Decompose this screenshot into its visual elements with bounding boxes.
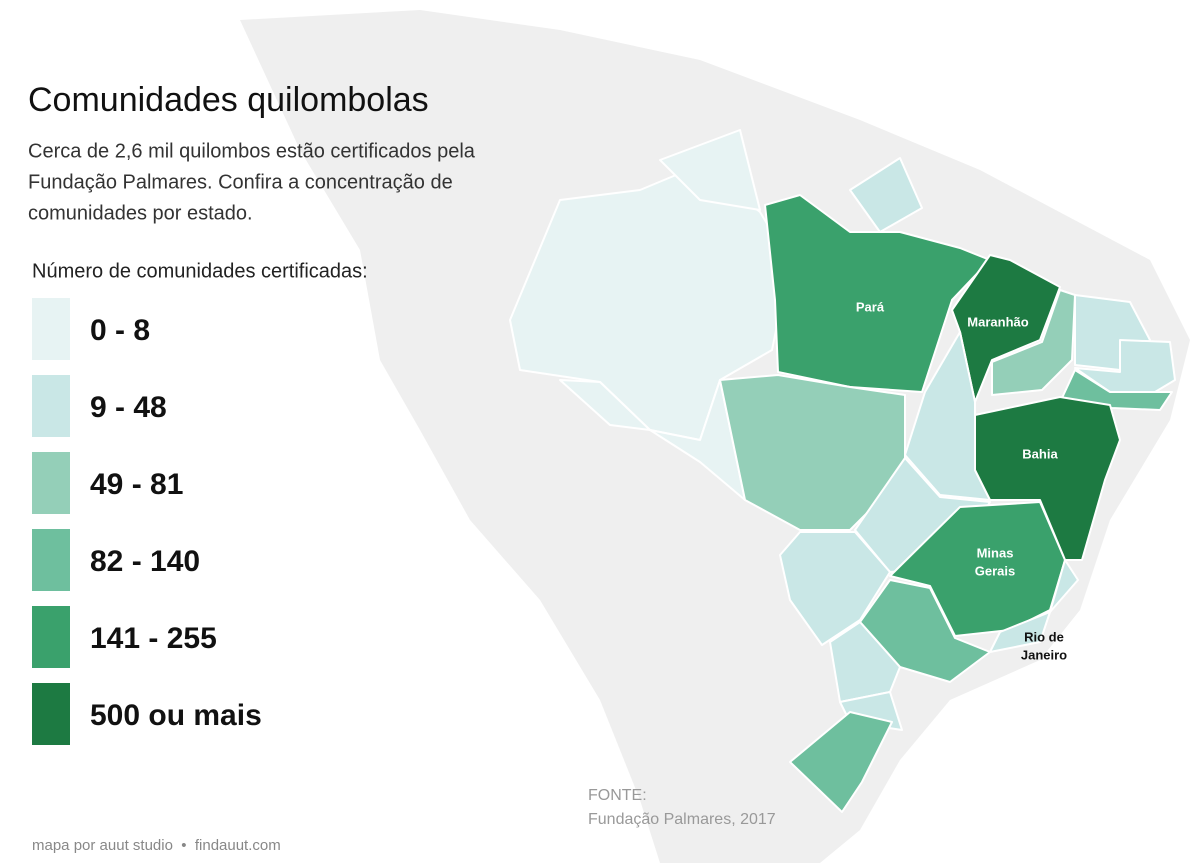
state-maranhao	[951, 254, 1061, 403]
state-mato-grosso-do-sul	[779, 531, 891, 646]
state-roraima	[659, 129, 761, 211]
state-label: Gerais	[975, 563, 1015, 578]
state-rio-grande-do-sul	[789, 711, 893, 813]
states	[509, 129, 1176, 813]
subtitle: Cerca de 2,6 mil quilombos estão certifi…	[28, 140, 476, 224]
legend-label: 9 - 48	[90, 391, 167, 424]
legend-label: 82 - 140	[90, 545, 200, 578]
legend-label: 0 - 8	[90, 314, 150, 347]
source-label: FONTE:	[588, 787, 647, 804]
state-amapa	[849, 157, 923, 233]
legend-label: 49 - 81	[90, 468, 183, 501]
subtitle-line: Fundação Palmares. Confira a concentraçã…	[28, 171, 453, 193]
credit: mapa por auut studio • findauut.com	[32, 837, 281, 854]
state-label: Bahia	[1022, 446, 1058, 461]
legend-swatch	[32, 375, 70, 437]
state-rio-de-janeiro	[989, 611, 1051, 653]
state-label: Rio de	[1024, 629, 1064, 644]
state-parana	[829, 621, 901, 703]
state-label: Pará	[856, 299, 885, 314]
state-para	[764, 194, 991, 393]
legend-swatch	[32, 452, 70, 514]
subtitle-line: comunidades por estado.	[28, 202, 253, 224]
state-label: Minas	[977, 545, 1014, 560]
state-labels: Pará Maranhão Bahia Minas Gerais Rio de Janeir…	[856, 299, 1067, 662]
subtitle-line: Cerca de 2,6 mil quilombos estão certifi…	[28, 140, 476, 162]
state-sao-paulo	[859, 579, 991, 683]
state-label: Janeiro	[1021, 647, 1067, 662]
legend: 0 - 8 9 - 48 49 - 81 82 - 140 141 - 255 500 o…	[32, 298, 262, 745]
state-label: Maranhão	[967, 314, 1028, 329]
source-text: Fundação Palmares, 2017	[588, 811, 776, 828]
legend-label: 500 ou mais	[90, 699, 262, 732]
state-bahia	[974, 396, 1121, 561]
legend-title: Número de comunidades certificadas:	[32, 260, 368, 282]
legend-swatch	[32, 298, 70, 360]
legend-swatch	[32, 606, 70, 668]
state-espirito-santo	[1049, 559, 1079, 613]
legend-label: 141 - 255	[90, 622, 217, 655]
title: Comunidades quilombolas	[28, 81, 429, 119]
legend-swatch	[32, 683, 70, 745]
legend-swatch	[32, 529, 70, 591]
